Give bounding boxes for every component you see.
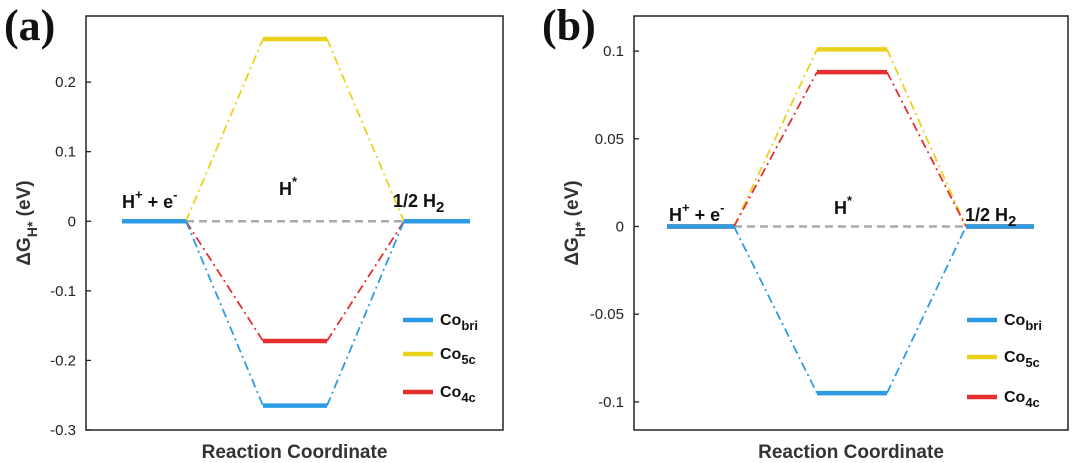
state-label: H* bbox=[279, 174, 298, 199]
series-connector-bri bbox=[326, 220, 405, 406]
x-axis-title: Reaction Coordinate bbox=[202, 442, 388, 463]
legend-label-5c: Co5c bbox=[1004, 349, 1040, 370]
series-connector-4c bbox=[733, 71, 818, 227]
legend-label-sub: bri bbox=[461, 318, 478, 333]
y-axis-title: ΔGH* (eV) bbox=[14, 180, 40, 265]
y-tick-label: -0.05 bbox=[590, 306, 624, 323]
y-tick-label: 0.2 bbox=[55, 74, 76, 91]
y-tick-label: -0.3 bbox=[50, 422, 76, 439]
state-label-tail: + e bbox=[143, 192, 174, 212]
series-connector-4c bbox=[886, 71, 967, 227]
y-axis-title-unit: (eV) bbox=[562, 180, 583, 221]
state-label-sup: * bbox=[292, 174, 298, 189]
legend-label-bri: Cobri bbox=[1004, 312, 1042, 333]
x-axis-title: Reaction Coordinate bbox=[758, 442, 944, 463]
y-tick-label: 0.05 bbox=[595, 131, 624, 148]
legend-label-name: Co bbox=[1004, 349, 1026, 366]
y-tick-label: -0.1 bbox=[50, 283, 76, 300]
legend-label-name: Co bbox=[1004, 389, 1026, 406]
y-axis-title-sub: H* bbox=[24, 221, 40, 237]
legend-label-sub: bri bbox=[1025, 318, 1042, 333]
y-axis-title-unit: (eV) bbox=[14, 180, 35, 221]
legend-label-bri: Cobri bbox=[440, 312, 478, 333]
series-connector-5c bbox=[185, 38, 264, 222]
state-label-tail-sup: - bbox=[720, 200, 724, 215]
state-label-base: H bbox=[122, 192, 135, 212]
series-connector-4c bbox=[185, 220, 264, 342]
y-axis-title: ΔGH* (eV) bbox=[562, 180, 588, 265]
state-label-tail-sup: - bbox=[173, 187, 177, 202]
y-axis-title-sub: H* bbox=[572, 221, 588, 237]
state-label-tail: + e bbox=[690, 205, 721, 225]
legend-label-name: Co bbox=[440, 312, 462, 329]
series-connector-bri bbox=[886, 226, 967, 394]
state-label-sup: * bbox=[847, 193, 853, 208]
legend-label-sub: 4c bbox=[1025, 395, 1039, 410]
state-label: 1/2 H2 bbox=[393, 191, 444, 216]
series-connector-bri bbox=[733, 226, 818, 394]
legend-label-name: Co bbox=[440, 346, 462, 363]
state-label: H+ + e- bbox=[669, 200, 724, 225]
plot-frame bbox=[633, 15, 1069, 431]
y-tick-label: 0.1 bbox=[55, 144, 76, 161]
panel-label: (a) bbox=[4, 1, 55, 50]
chart-panel-a: 0.2 0.1 0 -0.1 -0.2 -0.3 Reaction Coordinate ΔG… bbox=[4, 1, 504, 463]
state-label-base: 1/2 H bbox=[393, 191, 436, 211]
y-tick-label: 0.1 bbox=[603, 43, 624, 60]
state-label: 1/2 H2 bbox=[965, 205, 1016, 230]
y-tick-label: 0 bbox=[68, 213, 76, 230]
chart-panel-b: 0.1 0.05 0 -0.05 -0.1 Reaction Coordinate ΔGH*… bbox=[540, 0, 1080, 463]
series-connector-5c bbox=[326, 38, 405, 222]
legend-label-sub: 4c bbox=[461, 390, 475, 405]
series-connector-5c bbox=[733, 48, 818, 227]
state-label-base: H bbox=[834, 198, 847, 218]
y-axis-title-main: ΔG bbox=[562, 237, 583, 265]
state-label-sup: + bbox=[682, 200, 690, 215]
state-label: H* bbox=[834, 193, 853, 218]
panel-label: (b) bbox=[542, 1, 596, 50]
legend-label-sub: 5c bbox=[461, 352, 475, 367]
y-tick-label: -0.1 bbox=[598, 394, 624, 411]
state-label: H+ + e- bbox=[122, 187, 177, 212]
series-connector-bri bbox=[185, 220, 264, 406]
state-label-base: H bbox=[669, 205, 682, 225]
legend-label-name: Co bbox=[440, 384, 462, 401]
series-connector-5c bbox=[886, 48, 967, 227]
y-axis-title-main: ΔG bbox=[14, 237, 35, 265]
state-label-sup: + bbox=[135, 187, 143, 202]
legend-label-4c: Co4c bbox=[440, 384, 476, 405]
state-label-base: 1/2 H bbox=[965, 205, 1008, 225]
y-tick-label: -0.2 bbox=[50, 352, 76, 369]
chart-a-svg: 0.2 0.1 0 -0.1 -0.2 -0.3 Reaction Coordinate ΔG… bbox=[4, 1, 504, 463]
legend-label-4c: Co4c bbox=[1004, 389, 1040, 410]
state-label-sub: 2 bbox=[436, 199, 444, 216]
legend-label-5c: Co5c bbox=[440, 346, 476, 367]
legend-label-name: Co bbox=[1004, 312, 1026, 329]
series-connector-4c bbox=[326, 220, 405, 342]
state-label-base: H bbox=[279, 179, 292, 199]
plot-frame bbox=[85, 15, 504, 431]
state-label-sub: 2 bbox=[1008, 213, 1016, 230]
legend-label-sub: 5c bbox=[1025, 355, 1039, 370]
y-tick-label: 0 bbox=[616, 219, 624, 236]
